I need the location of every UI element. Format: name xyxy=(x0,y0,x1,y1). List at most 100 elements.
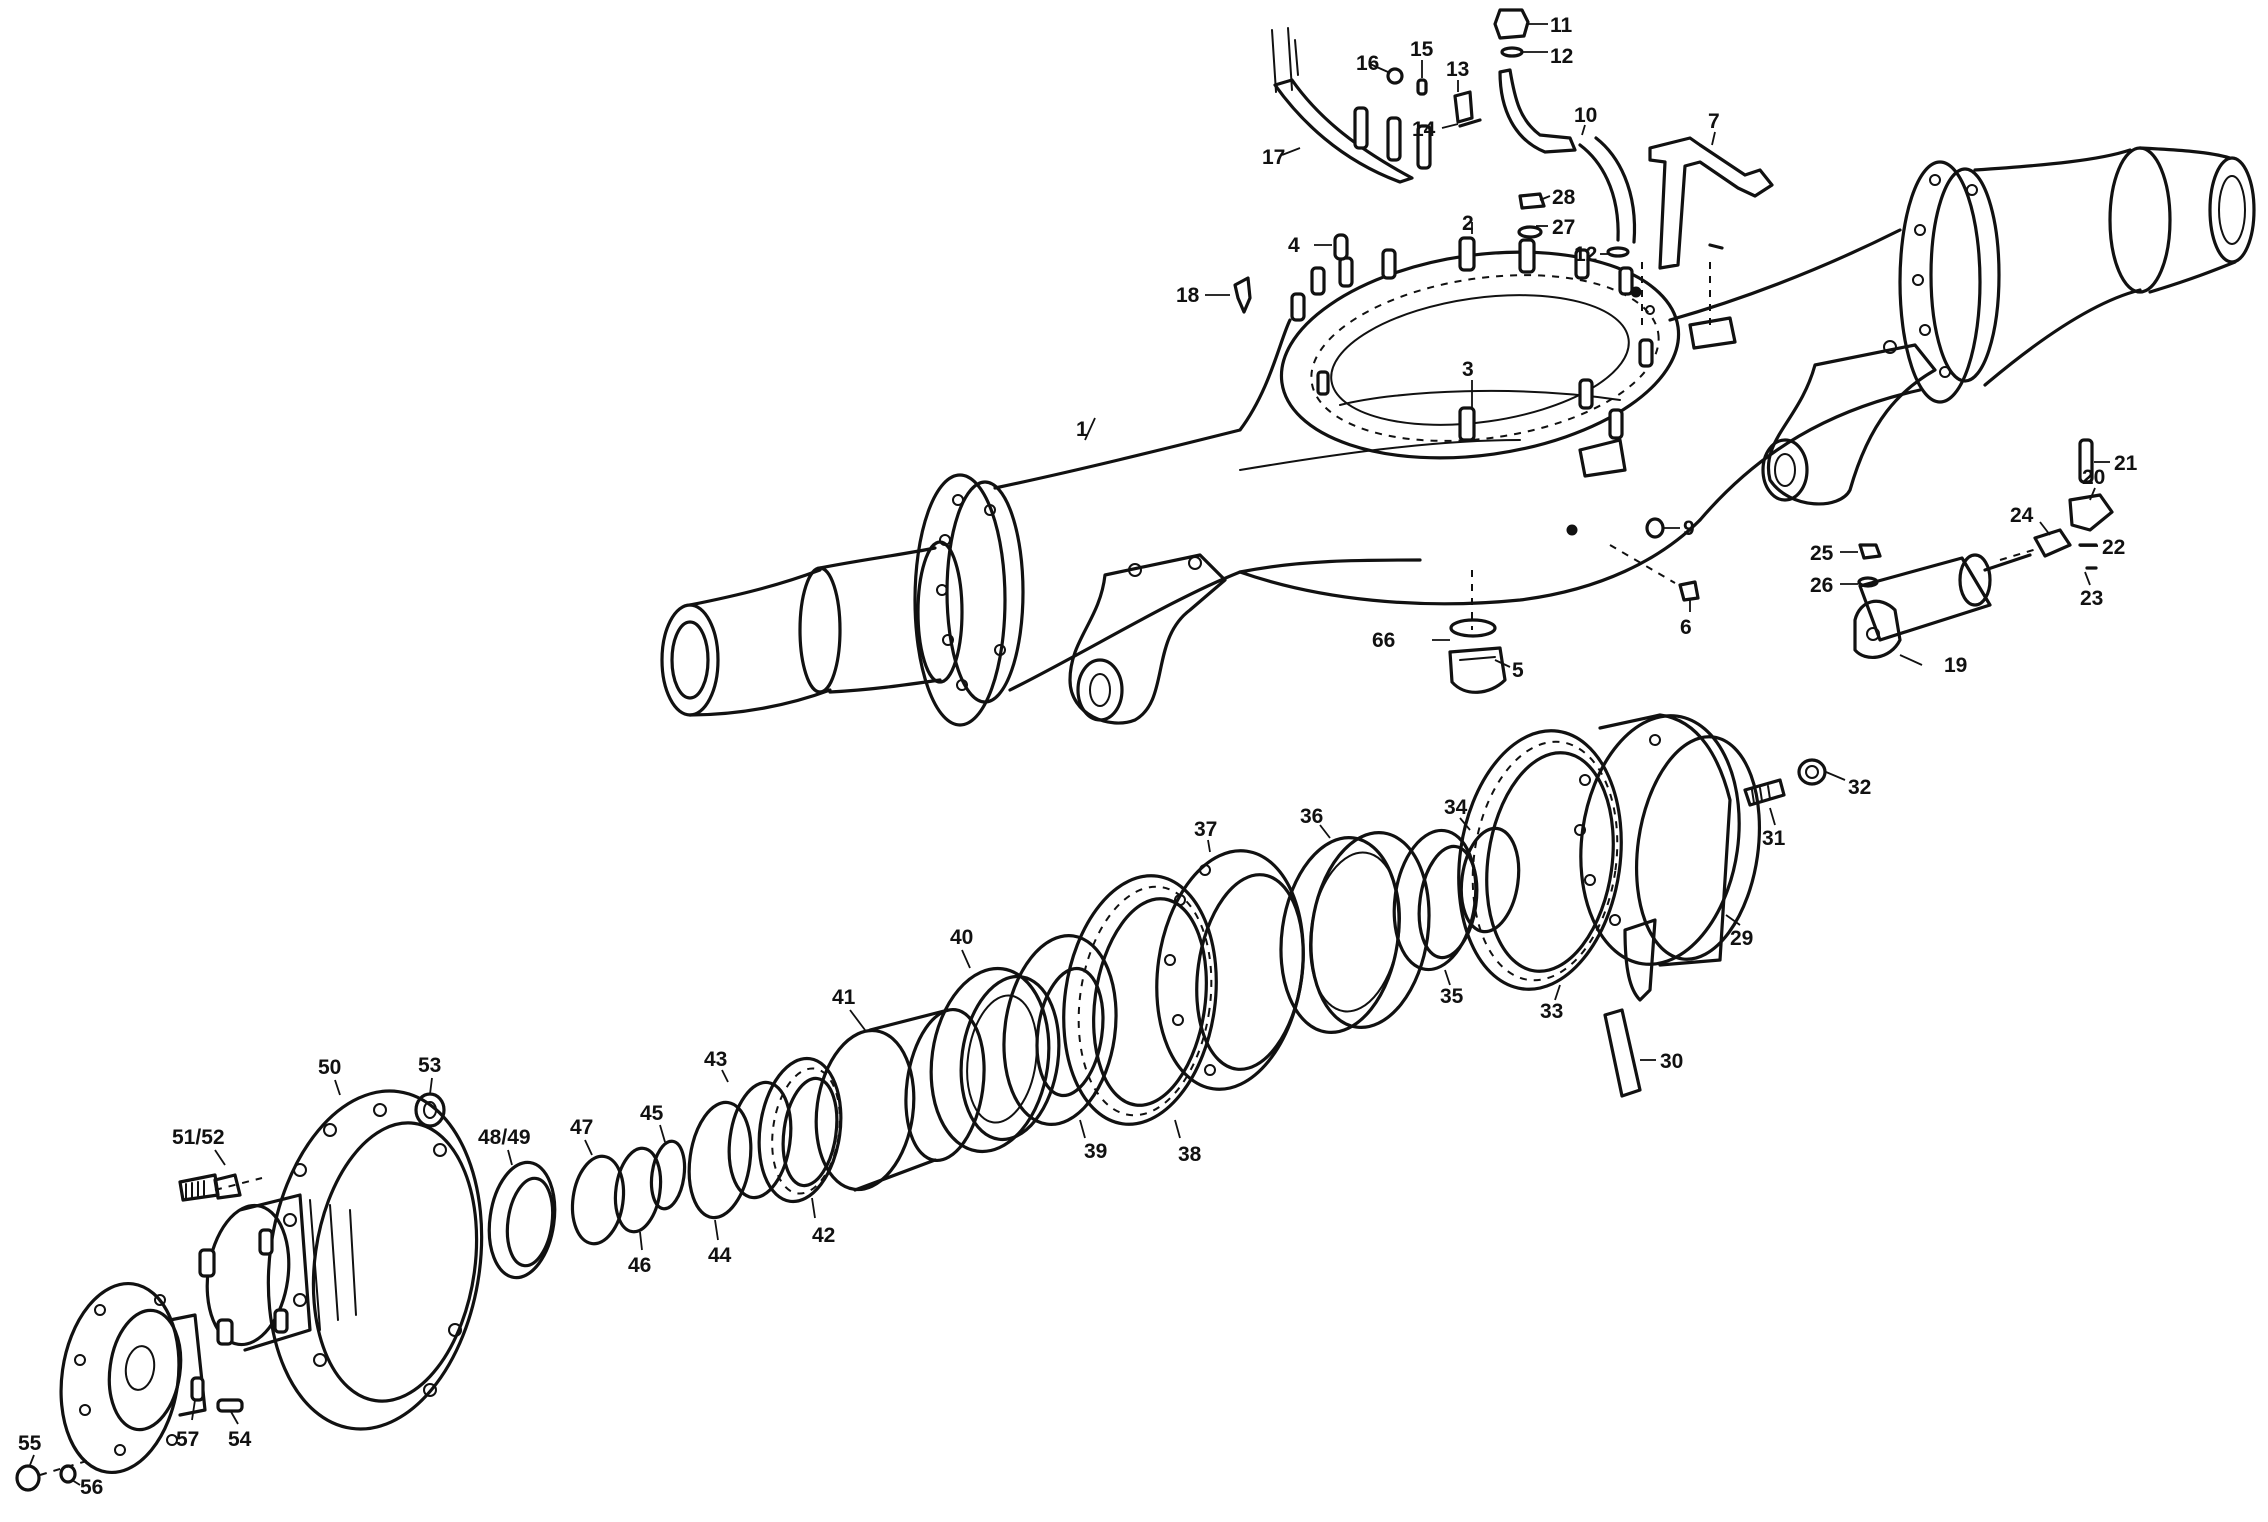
bolt-5152 xyxy=(178,1173,242,1202)
label-46: 46 xyxy=(628,1254,651,1277)
label-24: 24 xyxy=(2010,504,2034,527)
nut-53 xyxy=(414,1092,446,1128)
brake-carrier-29 xyxy=(1574,713,1762,1002)
ring-47 xyxy=(570,1154,626,1246)
screw-14 xyxy=(1458,118,1482,128)
part-16 xyxy=(1386,67,1404,85)
oring-34 xyxy=(1459,826,1521,934)
label-22: 22 xyxy=(2102,536,2125,559)
label-26: 26 xyxy=(1810,574,1833,597)
ring-46 xyxy=(613,1146,663,1234)
label-50: 50 xyxy=(318,1056,341,1079)
label-66: 66 xyxy=(1372,629,1395,652)
label-18: 18 xyxy=(1176,284,1200,307)
lockring-44 xyxy=(687,1100,753,1220)
plug-9 xyxy=(1645,517,1665,539)
part-number-labels: 1 2 3 4 5 6 7 9 10 11 12 12 13 14 15 16 … xyxy=(18,14,2138,1499)
pipe-10 xyxy=(1578,136,1637,244)
label-39: 39 xyxy=(1084,1140,1107,1163)
label-4: 4 xyxy=(1288,234,1300,257)
nut-28 xyxy=(1518,192,1546,210)
label-16: 16 xyxy=(1356,52,1379,75)
label-29: 29 xyxy=(1730,927,1753,950)
label-31: 31 xyxy=(1762,827,1786,850)
label-1: 1 xyxy=(1076,418,1088,441)
label-23: 23 xyxy=(2080,587,2103,610)
part-15 xyxy=(1416,78,1428,96)
hub-50 xyxy=(198,1089,484,1431)
label-42: 42 xyxy=(812,1224,835,1247)
washer-27 xyxy=(1517,225,1543,239)
washer-12b xyxy=(1606,246,1630,258)
label-27: 27 xyxy=(1552,216,1575,239)
label-48-49: 48/49 xyxy=(478,1126,531,1149)
leader-lines xyxy=(29,23,2110,1486)
stud-54 xyxy=(216,1398,244,1413)
label-6: 6 xyxy=(1680,616,1692,639)
label-21: 21 xyxy=(2114,452,2138,475)
plug-6 xyxy=(1678,580,1700,602)
label-47: 47 xyxy=(570,1116,593,1139)
ring-36 xyxy=(1279,831,1431,1034)
bolt-21 xyxy=(2078,438,2094,484)
pad-30 xyxy=(1603,1008,1642,1098)
ring-43 xyxy=(727,1080,793,1200)
label-2: 2 xyxy=(1462,212,1474,235)
cylinder-19 xyxy=(1858,556,1992,642)
housing-studs xyxy=(1290,236,1654,442)
label-36: 36 xyxy=(1300,805,1323,828)
label-25: 25 xyxy=(1810,542,1834,565)
label-38: 38 xyxy=(1178,1143,1202,1166)
clip-13 xyxy=(1453,90,1474,124)
label-55: 55 xyxy=(18,1432,42,1455)
pin-4 xyxy=(1333,233,1349,261)
housing-small-parts xyxy=(1233,8,1774,694)
joint-24 xyxy=(2033,528,2072,558)
label-13: 13 xyxy=(1446,58,1469,81)
label-12a: 12 xyxy=(1550,45,1573,68)
label-19: 19 xyxy=(1944,654,1967,677)
label-9: 9 xyxy=(1683,517,1695,540)
label-17: 17 xyxy=(1262,146,1285,169)
label-7: 7 xyxy=(1708,110,1720,133)
label-53: 53 xyxy=(418,1054,441,1077)
label-37: 37 xyxy=(1194,818,1217,841)
label-12b: 12 xyxy=(1574,243,1597,266)
label-30: 30 xyxy=(1660,1050,1683,1073)
washer-66 xyxy=(1449,618,1497,638)
label-20: 20 xyxy=(2082,466,2105,489)
label-32: 32 xyxy=(1848,776,1871,799)
lever-7 xyxy=(1648,136,1774,270)
ring-39 xyxy=(1002,934,1118,1126)
label-45: 45 xyxy=(640,1102,664,1125)
sleeve-41 xyxy=(814,1007,986,1192)
label-40: 40 xyxy=(950,926,973,949)
washer-12 xyxy=(1500,46,1524,58)
label-41: 41 xyxy=(832,986,856,1009)
nut-4849 xyxy=(487,1160,557,1280)
label-35: 35 xyxy=(1440,985,1464,1008)
nut-55 xyxy=(15,1464,41,1492)
bearing-42 xyxy=(757,1056,843,1204)
nut-11 xyxy=(1493,8,1530,40)
breather-18 xyxy=(1233,276,1252,314)
bearing-40 xyxy=(929,966,1061,1154)
brake-cylinder-group xyxy=(1853,438,2114,659)
stud-31 xyxy=(1743,778,1786,807)
axle-housing xyxy=(660,146,2256,727)
drain-plug-5 xyxy=(1448,646,1507,694)
label-57: 57 xyxy=(176,1428,199,1451)
label-43: 43 xyxy=(704,1048,727,1071)
label-15: 15 xyxy=(1410,38,1434,61)
label-11: 11 xyxy=(1550,14,1573,37)
bracket-17 xyxy=(1273,78,1414,184)
gasket-38 xyxy=(1062,874,1218,1126)
ring-45 xyxy=(649,1139,687,1211)
label-33: 33 xyxy=(1540,1000,1563,1023)
label-54: 54 xyxy=(228,1428,252,1451)
nut-25 xyxy=(1858,543,1882,560)
clevis-20 xyxy=(2068,493,2114,532)
label-10: 10 xyxy=(1574,104,1597,127)
label-34: 34 xyxy=(1444,796,1468,819)
